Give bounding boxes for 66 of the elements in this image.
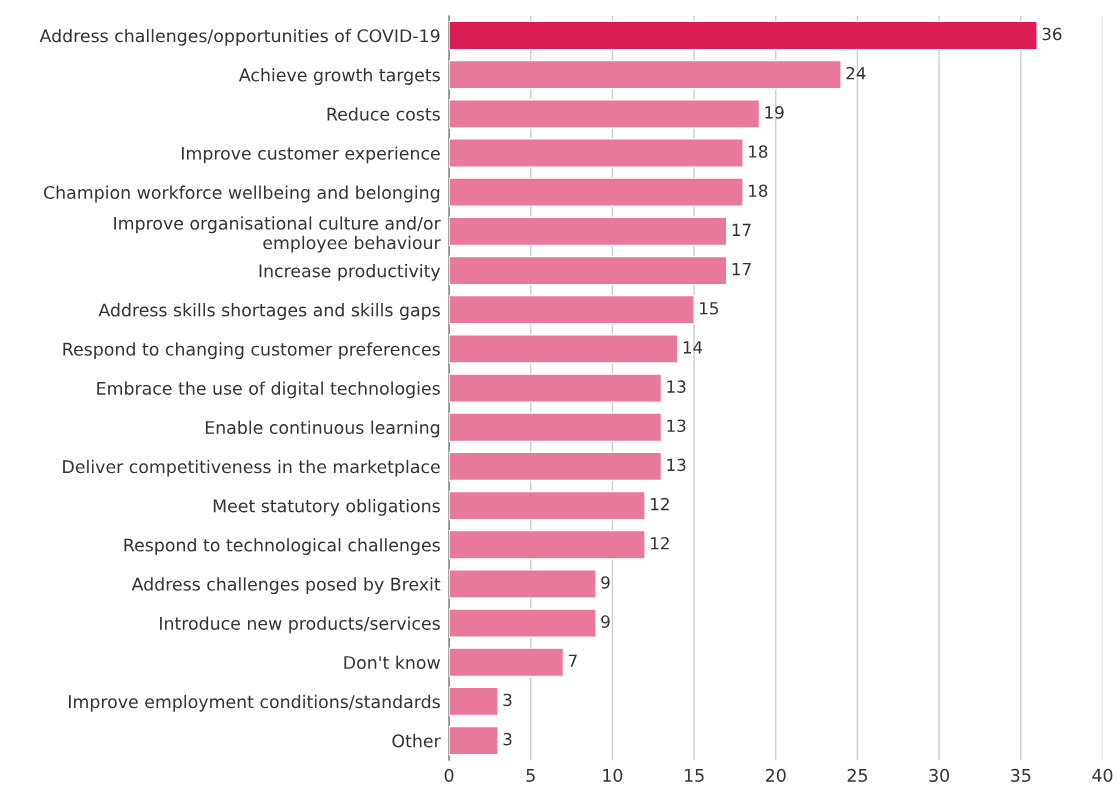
y-tick-label: Increase productivity [259, 263, 441, 281]
x-tick-label: 35 [1011, 768, 1031, 782]
bar [449, 725, 499, 756]
data-label: 13 [667, 458, 686, 472]
data-label: 36 [1042, 27, 1062, 41]
y-tick-label: Achieve growth targets [238, 68, 440, 85]
data-label: 3 [503, 693, 512, 707]
data-label: 17 [732, 262, 751, 276]
data-label: 13 [667, 380, 686, 393]
bar [449, 255, 728, 286]
x-tick-label: 25 [847, 768, 867, 782]
y-tick-label: Address skills shortages and skills gaps [98, 303, 440, 320]
y-tick-label: Deliver competitiveness in the marketplace [63, 459, 440, 477]
data-label: 24 [846, 66, 866, 80]
bar [449, 99, 761, 129]
y-tick-label: Respond to changing customer preferences [63, 342, 440, 360]
data-label: 13 [667, 419, 686, 433]
x-tick-label: 40 [1092, 768, 1113, 782]
x-tick-label: 10 [603, 768, 623, 782]
bar [449, 608, 597, 638]
x-tick-label: 30 [929, 768, 950, 782]
data-label: 19 [765, 106, 784, 119]
bar [449, 412, 663, 443]
data-label: 18 [749, 184, 768, 198]
data-label: 9 [601, 576, 610, 589]
bar [449, 451, 663, 482]
data-label: 9 [601, 615, 610, 628]
y-tick-label: Reduce costs [327, 107, 440, 121]
bar [449, 216, 728, 247]
x-tick-label: 0 [444, 768, 454, 782]
data-label: 7 [568, 654, 577, 667]
data-label: 12 [651, 497, 669, 511]
y-tick-label: Improve employment conditions/standards [69, 694, 440, 712]
bar [449, 138, 744, 168]
y-tick-label: Enable continuous learning [205, 420, 440, 438]
bar [449, 647, 565, 678]
bar [449, 334, 679, 364]
y-tick-label: Respond to technological challenges [124, 538, 440, 555]
y-tick-label: Don't know [344, 655, 440, 670]
y-tick-label: Embrace the use of digital technologies [97, 381, 440, 399]
y-tick-label: Champion workforce wellbeing and belonging [43, 185, 440, 203]
bar [449, 490, 646, 521]
y-tick-label: Address challenges/opportunities of COVID-19 [39, 28, 440, 46]
y-tick-label: Improve customer experience [182, 146, 440, 164]
data-label: 15 [700, 302, 718, 315]
y-tick-label: Other [392, 734, 441, 748]
data-label: 17 [732, 223, 751, 236]
bar [449, 686, 499, 717]
bar [449, 294, 695, 325]
x-tick-label: 15 [684, 769, 704, 782]
data-label: 3 [503, 732, 512, 746]
bar [449, 529, 646, 560]
y-tick-label: Introduce new products/services [160, 616, 440, 634]
data-label: 12 [651, 536, 669, 550]
bar [449, 177, 744, 207]
x-tick-label: 20 [765, 768, 786, 782]
data-label: 14 [683, 341, 703, 354]
bar [449, 569, 597, 599]
bar [449, 373, 663, 403]
bar [449, 20, 1038, 51]
y-tick-label: Meet statutory obligations [213, 498, 440, 516]
x-tick-label: 5 [526, 769, 535, 782]
y-tick-label: Address challenges posed by Brexit [131, 577, 441, 595]
y-tick-label: Improve organisational culture and/or employee behaviour [114, 216, 441, 253]
bar [449, 59, 842, 90]
data-label: 18 [749, 145, 768, 158]
